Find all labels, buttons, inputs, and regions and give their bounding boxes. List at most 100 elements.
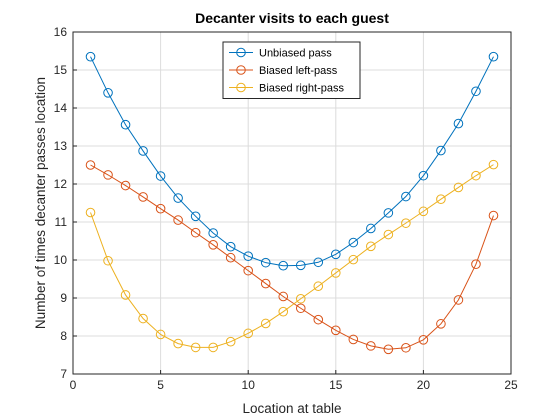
data-point [208, 228, 218, 238]
legend-label: Biased right-pass [259, 83, 344, 95]
data-point [383, 229, 394, 240]
x-tick-label: 15 [329, 378, 343, 392]
data-point [453, 118, 464, 129]
data-point [418, 335, 429, 345]
data-point [401, 342, 411, 353]
data-point [208, 342, 218, 353]
data-point [471, 86, 481, 97]
data-point [348, 237, 359, 248]
legend-item: Unbiased pass [229, 48, 332, 60]
data-point [471, 259, 481, 269]
data-point [225, 252, 236, 263]
y-tick-label: 8 [60, 329, 67, 343]
data-point [190, 342, 201, 353]
data-point [418, 170, 429, 181]
data-point [190, 227, 201, 238]
y-tick-label: 12 [54, 177, 68, 191]
data-point [366, 223, 376, 234]
data-point [243, 328, 253, 339]
data-point [331, 249, 341, 260]
data-point [103, 170, 113, 180]
series-line [90, 164, 494, 348]
data-point [488, 210, 499, 221]
y-tick-label: 14 [54, 101, 68, 115]
data-point [155, 171, 166, 181]
data-point [436, 145, 446, 156]
data-point [208, 240, 218, 250]
y-tick-label: 7 [60, 367, 67, 381]
data-point [436, 194, 446, 204]
data-point [278, 291, 289, 302]
x-tick-label: 5 [157, 378, 164, 392]
data-point [138, 313, 148, 324]
data-point [260, 257, 271, 268]
legend-label: Unbiased pass [259, 48, 332, 60]
data-point [295, 303, 306, 314]
data-point [383, 208, 394, 218]
legend-item: Biased right-pass [229, 83, 344, 95]
data-point [366, 241, 376, 252]
y-tick-label: 9 [60, 291, 67, 305]
y-tick-label: 16 [54, 25, 68, 39]
plot-frame [72, 31, 512, 375]
series-3 [85, 159, 499, 353]
data-point [225, 241, 236, 252]
data-point [85, 160, 96, 170]
data-point [120, 119, 131, 130]
data-point [225, 336, 236, 347]
data-point [173, 193, 183, 203]
data-point [383, 344, 394, 355]
series-layer [85, 51, 499, 355]
data-point [260, 318, 271, 329]
data-point [243, 251, 253, 262]
data-point [173, 215, 183, 225]
data-point [401, 218, 411, 228]
data-point [85, 51, 96, 62]
y-tick-label: 10 [54, 253, 68, 267]
series-2 [85, 160, 499, 355]
x-tick-label: 0 [70, 378, 77, 392]
data-point [120, 290, 131, 300]
data-point [331, 325, 341, 336]
legend-item: Biased left-pass [229, 65, 338, 77]
series-line [90, 56, 494, 267]
data-point [295, 293, 306, 304]
data-point [313, 281, 324, 292]
data-point [453, 295, 464, 305]
chart-title: Decanter visits to each guest [195, 10, 389, 26]
data-point [278, 260, 289, 271]
legend-label: Biased left-pass [259, 65, 338, 77]
legend-marker [236, 82, 246, 93]
data-point [401, 191, 411, 202]
data-point [173, 338, 183, 349]
data-point [313, 314, 324, 325]
data-point [436, 319, 446, 329]
data-point [103, 88, 113, 98]
data-point [488, 51, 499, 62]
data-point [418, 206, 429, 217]
x-axis-label: Location at table [242, 401, 341, 416]
data-point [155, 329, 166, 340]
data-point [190, 211, 201, 222]
data-point [120, 180, 131, 191]
data-point [138, 146, 148, 156]
data-point [243, 265, 253, 276]
y-tick-label: 13 [54, 139, 68, 153]
legend-marker [236, 47, 246, 58]
data-point [85, 207, 96, 218]
x-tick-label: 20 [417, 378, 431, 392]
data-point [138, 192, 148, 202]
data-point [471, 170, 481, 181]
series-line [90, 164, 494, 350]
x-tick-label: 10 [242, 378, 256, 392]
data-point [453, 182, 464, 193]
data-point [313, 257, 324, 268]
series-1 [85, 51, 499, 271]
axis-ticks: 0 5 10 15 20 25 7 8 9 10 11 12 13 14 15 16 [54, 25, 518, 392]
data-point [278, 306, 289, 317]
legend: Unbiased pass Biased left-pass Biased righ… [222, 41, 361, 99]
data-point [366, 341, 376, 351]
data-point [488, 159, 499, 170]
data-point [348, 334, 359, 345]
x-tick-label: 25 [504, 378, 518, 392]
